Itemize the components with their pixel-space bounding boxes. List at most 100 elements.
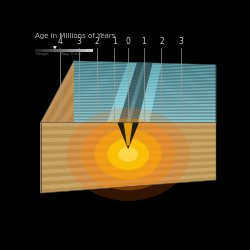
Polygon shape <box>119 86 130 88</box>
Polygon shape <box>130 82 148 84</box>
Polygon shape <box>126 122 130 146</box>
Polygon shape <box>117 92 128 94</box>
Polygon shape <box>40 145 216 154</box>
Polygon shape <box>144 96 155 97</box>
Polygon shape <box>128 90 146 91</box>
Polygon shape <box>116 94 127 96</box>
Polygon shape <box>127 94 145 96</box>
Bar <box>72 49 73 51</box>
Polygon shape <box>121 112 140 114</box>
Polygon shape <box>40 138 216 146</box>
Polygon shape <box>138 120 150 121</box>
Polygon shape <box>127 64 136 66</box>
Bar <box>52 49 54 51</box>
Polygon shape <box>63 79 216 84</box>
Polygon shape <box>141 108 152 109</box>
Polygon shape <box>125 100 143 102</box>
Polygon shape <box>48 107 216 110</box>
Polygon shape <box>60 86 216 89</box>
Polygon shape <box>46 110 216 112</box>
Polygon shape <box>40 112 74 165</box>
Polygon shape <box>128 91 146 93</box>
Polygon shape <box>138 80 141 82</box>
Bar <box>40 49 41 51</box>
Polygon shape <box>147 85 157 87</box>
Polygon shape <box>40 126 216 130</box>
Polygon shape <box>140 110 152 112</box>
Polygon shape <box>53 46 57 49</box>
Bar <box>61 49 63 51</box>
Polygon shape <box>118 121 138 122</box>
Polygon shape <box>40 174 216 189</box>
Polygon shape <box>115 98 126 100</box>
Polygon shape <box>150 72 160 74</box>
Polygon shape <box>69 68 216 73</box>
Polygon shape <box>134 70 151 72</box>
Polygon shape <box>146 88 156 90</box>
Polygon shape <box>112 106 124 108</box>
Polygon shape <box>108 118 120 120</box>
Polygon shape <box>42 118 216 120</box>
Polygon shape <box>145 91 156 93</box>
Polygon shape <box>129 86 147 88</box>
Polygon shape <box>126 120 131 121</box>
Polygon shape <box>40 151 216 162</box>
Polygon shape <box>55 95 216 98</box>
Polygon shape <box>139 116 150 118</box>
Polygon shape <box>123 74 133 76</box>
Polygon shape <box>136 85 140 86</box>
Polygon shape <box>122 110 141 112</box>
Polygon shape <box>152 63 162 65</box>
Polygon shape <box>110 112 122 114</box>
Polygon shape <box>70 66 216 70</box>
Polygon shape <box>137 82 141 84</box>
Polygon shape <box>65 76 216 80</box>
Bar <box>73 49 74 51</box>
Bar <box>60 49 61 51</box>
Polygon shape <box>124 102 143 103</box>
Polygon shape <box>54 96 216 99</box>
Polygon shape <box>124 104 142 106</box>
Polygon shape <box>131 104 135 106</box>
Polygon shape <box>40 152 74 193</box>
Polygon shape <box>144 97 154 99</box>
Polygon shape <box>142 64 146 66</box>
Text: 4: 4 <box>58 37 62 46</box>
Bar <box>68 49 70 51</box>
Polygon shape <box>40 129 216 134</box>
Polygon shape <box>143 98 154 100</box>
Polygon shape <box>122 109 141 110</box>
Polygon shape <box>140 112 151 114</box>
Polygon shape <box>119 120 139 121</box>
Polygon shape <box>72 62 216 68</box>
Polygon shape <box>127 118 132 120</box>
Polygon shape <box>128 112 133 114</box>
Text: 2: 2 <box>159 37 164 46</box>
Bar <box>58 49 60 51</box>
Polygon shape <box>131 103 136 104</box>
Polygon shape <box>40 170 216 185</box>
Polygon shape <box>40 122 216 193</box>
Polygon shape <box>121 80 132 82</box>
Polygon shape <box>136 64 152 66</box>
Polygon shape <box>66 75 216 79</box>
Polygon shape <box>40 132 216 138</box>
Polygon shape <box>128 115 132 116</box>
Bar <box>76 49 77 51</box>
Polygon shape <box>132 98 137 100</box>
Bar <box>64 49 66 51</box>
Polygon shape <box>116 95 127 97</box>
Polygon shape <box>108 120 120 121</box>
Polygon shape <box>137 84 141 85</box>
Bar <box>67 49 68 51</box>
Polygon shape <box>144 94 155 96</box>
Polygon shape <box>114 101 125 103</box>
Polygon shape <box>40 148 216 158</box>
Polygon shape <box>152 66 161 68</box>
Polygon shape <box>127 62 137 64</box>
Polygon shape <box>111 110 122 112</box>
Polygon shape <box>149 75 159 76</box>
Polygon shape <box>113 104 124 106</box>
Polygon shape <box>142 103 153 105</box>
Polygon shape <box>110 114 121 115</box>
